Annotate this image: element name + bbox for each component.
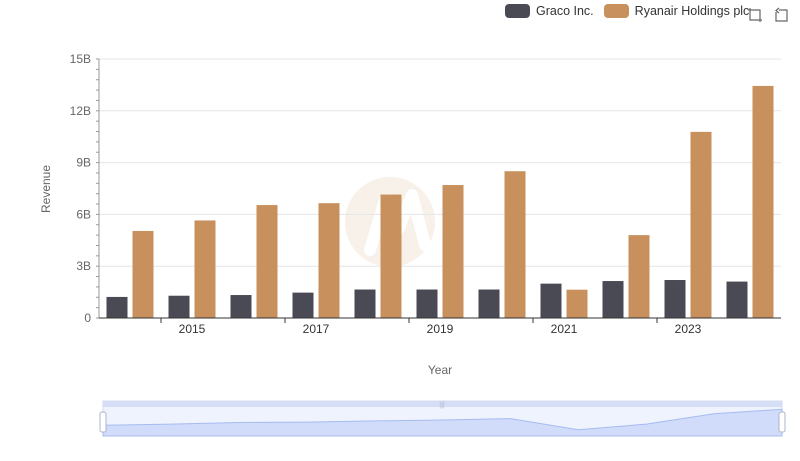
legend: Graco Inc. Ryanair Holdings plc	[505, 4, 749, 18]
y-axis-ticks: 0 3B 6B 9B 12B 15B	[70, 52, 100, 325]
bars	[106, 85, 774, 318]
bar-ryanair-2024[interactable]	[752, 85, 774, 318]
legend-item-ryanair[interactable]: Ryanair Holdings plc	[603, 4, 750, 18]
y-tick-label: 15B	[70, 52, 91, 66]
bar-ryanair-2022[interactable]	[628, 235, 650, 318]
bar-ryanair-2021[interactable]	[566, 289, 588, 318]
zoom-handle-right[interactable]	[778, 411, 786, 433]
legend-swatch-graco	[505, 4, 530, 18]
x-tick-label: 2015	[179, 322, 206, 336]
x-tick-label: 2021	[551, 322, 578, 336]
bar-ryanair-2020[interactable]	[504, 171, 526, 318]
restore-icon[interactable]	[773, 7, 789, 23]
bar-ryanair-2018[interactable]	[380, 194, 402, 318]
legend-item-graco[interactable]: Graco Inc.	[505, 4, 594, 18]
x-axis-title: Year	[428, 363, 452, 377]
bar-graco-2023[interactable]	[664, 280, 686, 318]
y-tick-label: 3B	[76, 259, 91, 273]
bar-ryanair-2019[interactable]	[442, 185, 464, 318]
zoom-icon[interactable]	[747, 7, 763, 23]
bar-graco-2018[interactable]	[354, 289, 376, 318]
legend-label-ryanair: Ryanair Holdings plc	[634, 4, 750, 18]
bar-graco-2020[interactable]	[478, 289, 500, 318]
bar-graco-2016[interactable]	[230, 295, 252, 318]
zoom-handle-left[interactable]	[99, 411, 107, 433]
bar-graco-2019[interactable]	[416, 289, 438, 318]
bar-ryanair-2017[interactable]	[318, 203, 340, 318]
x-tick-label: 2019	[427, 322, 454, 336]
zoom-grip-icon[interactable]: |||	[439, 402, 445, 409]
data-zoom-slider[interactable]: |||	[99, 400, 786, 437]
bar-graco-2021[interactable]	[540, 283, 562, 318]
legend-swatch-ryanair	[603, 4, 629, 18]
y-axis-title: Revenue	[39, 165, 53, 213]
y-tick-label: 0	[84, 311, 91, 325]
bar-graco-2022[interactable]	[602, 281, 624, 318]
bar-graco-2017[interactable]	[292, 292, 314, 318]
x-axis: 2015 2017 2019 2021 2023	[99, 317, 781, 336]
x-tick-label: 2017	[303, 322, 330, 336]
bar-ryanair-2016[interactable]	[256, 205, 278, 318]
y-tick-label: 6B	[76, 207, 91, 221]
bar-graco-2024[interactable]	[726, 281, 748, 318]
toolbox	[747, 7, 789, 23]
bar-ryanair-2014[interactable]	[132, 230, 154, 318]
zoom-preview-area	[102, 408, 783, 437]
y-tick-label: 12B	[70, 104, 91, 118]
legend-label-graco: Graco Inc.	[536, 4, 594, 18]
bar-graco-2015[interactable]	[168, 295, 190, 318]
bar-graco-2014[interactable]	[106, 296, 128, 318]
bar-ryanair-2015[interactable]	[194, 220, 216, 318]
grid-lines	[99, 58, 781, 267]
bar-ryanair-2023[interactable]	[690, 131, 712, 318]
x-tick-label: 2023	[675, 322, 702, 336]
y-tick-label: 9B	[76, 156, 91, 170]
